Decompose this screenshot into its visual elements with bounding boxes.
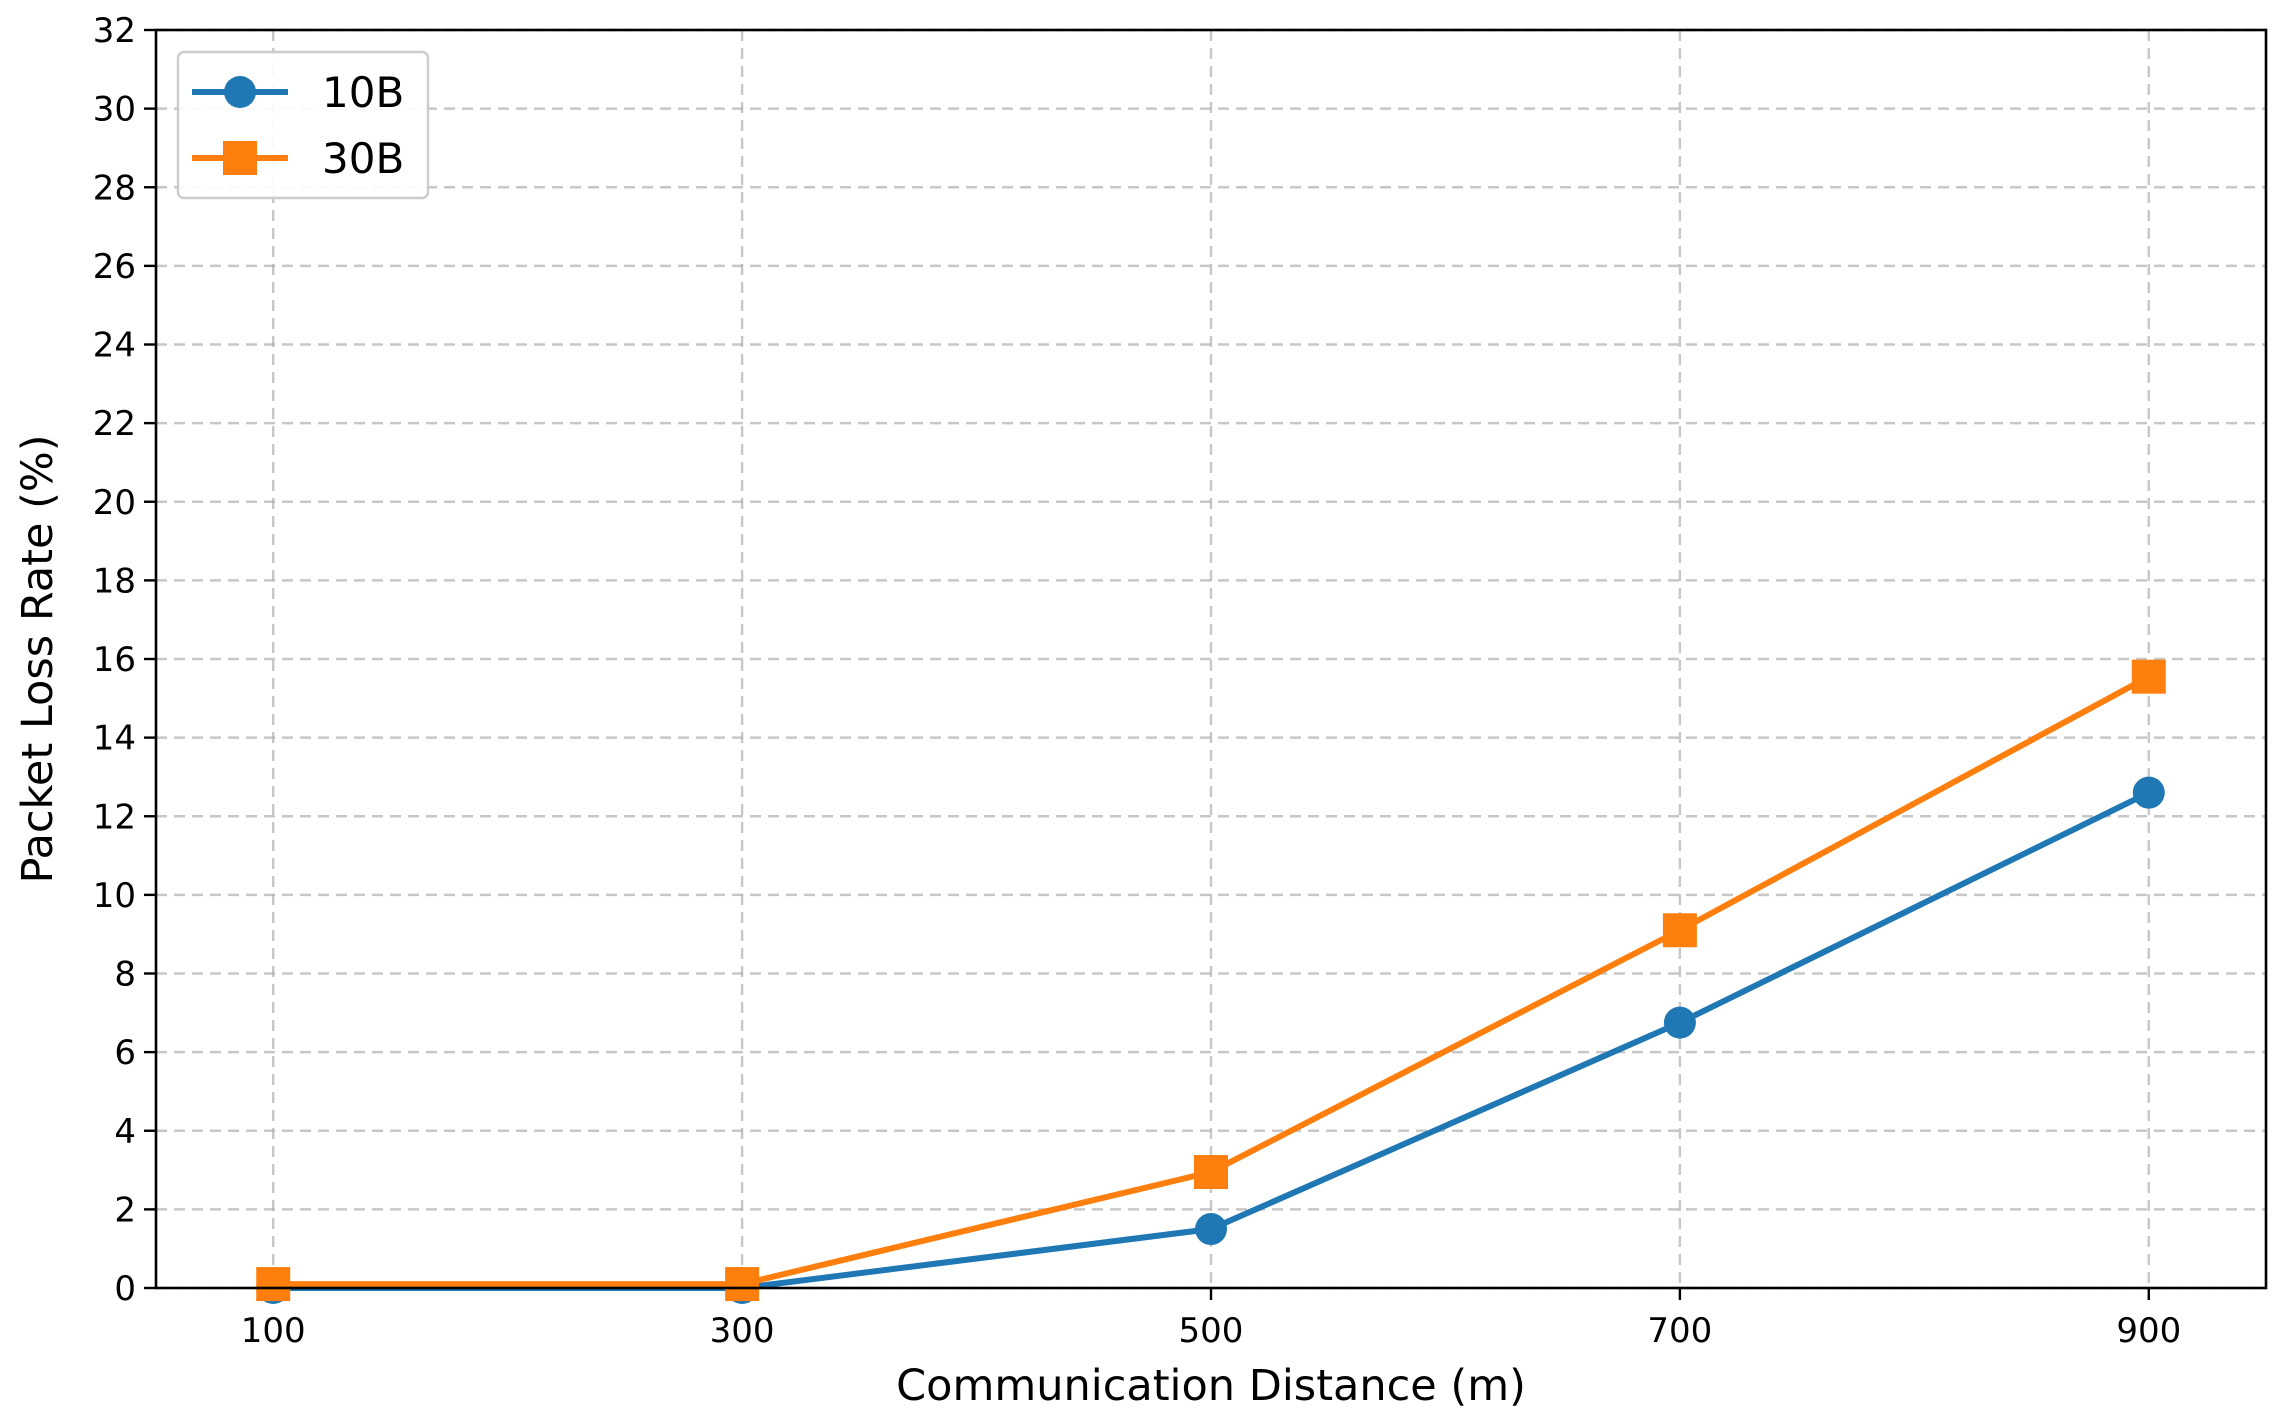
plot-frame xyxy=(154,28,2268,1290)
y-tick-label: 2 xyxy=(114,1190,136,1230)
legend-label-30B: 30B xyxy=(322,134,404,183)
y-tick-label: 14 xyxy=(93,719,136,759)
y-tick-label: 10 xyxy=(93,876,136,916)
x-tick-label: 500 xyxy=(1179,1311,1244,1351)
data-point-10B-500 xyxy=(1195,1213,1227,1246)
data-point-30B-900 xyxy=(2131,659,2166,694)
y-tick-label: 4 xyxy=(114,1112,136,1152)
legend-marker-30B xyxy=(223,141,257,175)
x-tick-label: 900 xyxy=(2116,1311,2181,1351)
legend-label-10B: 10B xyxy=(322,68,404,117)
y-tick-label: 12 xyxy=(93,797,136,837)
y-tick-label: 20 xyxy=(93,483,136,523)
y-tick-label: 16 xyxy=(93,640,136,680)
y-tick-label: 30 xyxy=(93,90,136,130)
y-tick-label: 22 xyxy=(93,404,136,444)
x-tick-label: 300 xyxy=(710,1311,775,1351)
y-tick-label: 8 xyxy=(114,955,136,995)
data-point-30B-700 xyxy=(1662,913,1697,948)
series-30B-group xyxy=(256,659,2166,1302)
data-point-10B-700 xyxy=(1663,1006,1696,1039)
y-tick-label: 24 xyxy=(93,326,136,366)
data-point-30B-100 xyxy=(256,1267,291,1302)
legend-item-30B: 30B xyxy=(192,134,404,183)
legend-item-10B: 10B xyxy=(192,68,404,117)
x-tick-label: 100 xyxy=(241,1311,306,1351)
y-tick-label: 0 xyxy=(114,1269,136,1309)
y-tick-label: 26 xyxy=(93,247,136,287)
y-tick-label: 6 xyxy=(114,1033,136,1073)
y-tick-label: 32 xyxy=(93,11,136,51)
x-tick-label: 700 xyxy=(1647,1311,1712,1351)
data-point-30B-500 xyxy=(1194,1155,1228,1190)
y-axis-label: Packet Loss Rate (%) xyxy=(13,434,63,883)
legend-marker-10B xyxy=(224,76,256,108)
data-point-10B-900 xyxy=(2132,776,2165,809)
y-tick-label: 28 xyxy=(93,168,136,208)
y-tick-label: 18 xyxy=(93,561,136,601)
x-axis-label: Communication Distance (m) xyxy=(896,1361,1526,1411)
data-point-30B-300 xyxy=(725,1267,760,1302)
